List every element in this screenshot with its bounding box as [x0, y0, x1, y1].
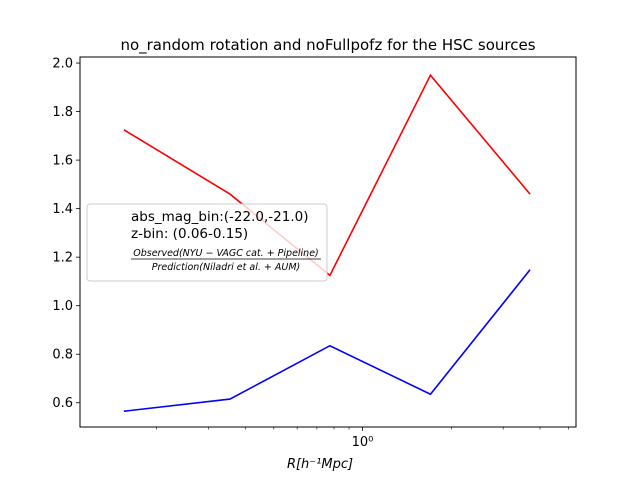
legend-mag-bin: abs_mag_bin:(-22.0,-21.0) — [131, 209, 308, 225]
x-axis: 10⁰ — [156, 427, 569, 450]
series-line-red — [123, 73, 531, 277]
series-line-blue — [123, 269, 531, 413]
y-tick-label: 0.6 — [52, 396, 73, 411]
legend-numerator: Observed(NYU − VAGC cat. + Pipeline) — [133, 248, 319, 259]
y-axis: 0.6 0.8 1.0 1.2 1.4 1.6 1.8 2.0 — [52, 57, 80, 411]
x-axis-label: R[h⁻¹Mpc] — [287, 457, 353, 472]
legend-denominator: Prediction(Niladri et al. + AUM) — [152, 262, 301, 273]
y-tick-label: 0.8 — [52, 348, 73, 363]
y-tick-label: 1.0 — [52, 299, 73, 314]
series-layer — [123, 73, 531, 413]
y-tick-label: 1.8 — [52, 105, 73, 120]
legend-box — [86, 203, 328, 282]
legend: abs_mag_bin:(-22.0,-21.0) z-bin: (0.06-0… — [86, 203, 328, 282]
y-tick-label: 1.2 — [52, 251, 73, 266]
chart-title: no_random rotation and noFullpofz for th… — [120, 36, 535, 55]
y-tick-label: 1.6 — [52, 154, 73, 169]
y-tick-label: 2.0 — [52, 57, 73, 72]
legend-z-bin: z-bin: (0.06-0.15) — [131, 226, 248, 242]
y-tick-label: 1.4 — [52, 202, 73, 217]
plot-frame — [79, 56, 577, 428]
x-tick-label: 10⁰ — [352, 435, 374, 450]
